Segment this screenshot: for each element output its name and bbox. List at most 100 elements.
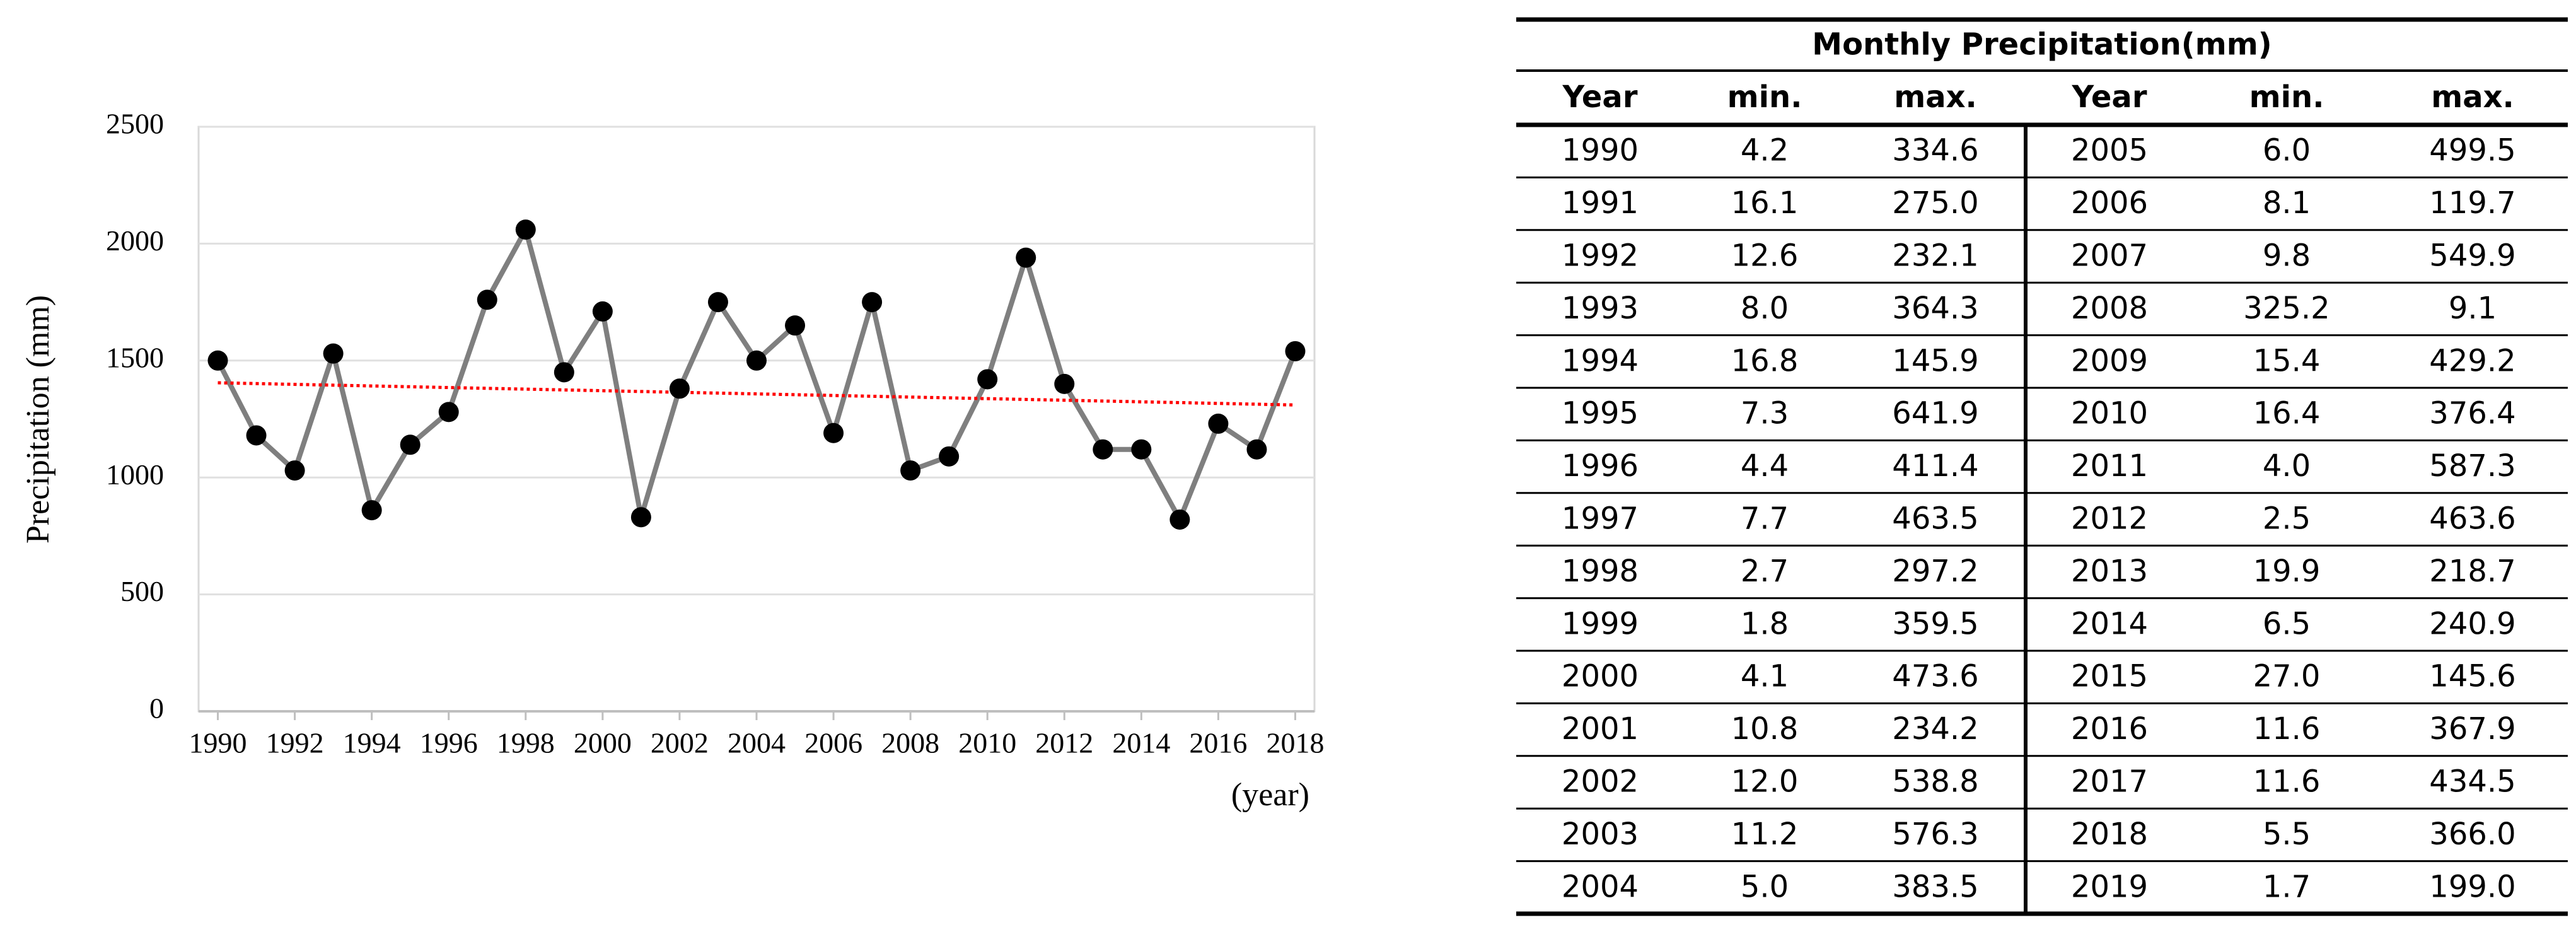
table-cell: 6.5 [2263, 606, 2311, 641]
table-cell: 499.5 [2429, 133, 2515, 168]
x-axis-label: (year) [1231, 777, 1309, 813]
data-point [323, 343, 344, 364]
table-cell: 232.1 [1892, 238, 1978, 274]
data-line [215, 223, 1298, 526]
table-cell: 4.4 [1741, 448, 1789, 484]
table-cell: 11.2 [1731, 817, 1799, 852]
table-cell: 1996 [1562, 448, 1639, 484]
x-tick-label: 1998 [497, 727, 555, 759]
table-cell: 1998 [1562, 554, 1639, 589]
table-cell: 2005 [2071, 133, 2148, 168]
data-point [707, 292, 728, 313]
table-cell: 5.5 [2263, 817, 2311, 852]
table-cell: 2010 [2071, 396, 2148, 431]
table-cell: 4.0 [2263, 448, 2311, 484]
y-tick-label: 2500 [106, 108, 164, 140]
table-cell: 2018 [2071, 817, 2148, 852]
y-tick-label: 1000 [106, 458, 164, 491]
y-axis-label: Precipitation (mm) [20, 295, 56, 544]
table-cell: 297.2 [1892, 554, 1978, 589]
table-cell: 1993 [1562, 291, 1639, 326]
table-cell: 2013 [2071, 554, 2148, 589]
table-cell: 11.6 [2253, 711, 2321, 747]
table-cell: 2008 [2071, 291, 2148, 326]
table-cell: 119.7 [2429, 185, 2515, 221]
table-cell: 6.0 [2263, 133, 2311, 168]
data-point [1208, 413, 1229, 434]
table-cell: 576.3 [1892, 817, 1978, 852]
data-point [1093, 439, 1113, 460]
x-tick-label: 2010 [958, 727, 1016, 759]
table-cell: 367.9 [2429, 711, 2515, 747]
table-cell: 145.6 [2429, 659, 2515, 694]
x-tick-label: 2018 [1266, 727, 1324, 759]
table-cell: 19.9 [2253, 554, 2321, 589]
data-point [554, 362, 574, 383]
table-cell: 1.8 [1741, 606, 1789, 641]
table-cell: 538.8 [1892, 764, 1978, 800]
data-point [900, 460, 921, 481]
table-cell: 27.0 [2253, 659, 2321, 694]
y-tick-label: 2000 [106, 224, 164, 257]
x-tick-label: 2000 [574, 727, 632, 759]
table-cell: 2004 [1562, 869, 1639, 904]
table-cell: 2015 [2071, 659, 2148, 694]
y-tick-label: 0 [149, 692, 164, 725]
table-cell: 2016 [2071, 711, 2148, 747]
table-cell: 1992 [1562, 238, 1639, 274]
data-point [746, 350, 767, 371]
data-point [400, 434, 421, 455]
table-cell: 411.4 [1892, 448, 1978, 484]
table-cell: 7.3 [1741, 396, 1789, 431]
data-point [477, 289, 497, 310]
table-cell: 587.3 [2429, 448, 2515, 484]
table-cell: 364.3 [1892, 291, 1978, 326]
table-cell: 1997 [1562, 501, 1639, 537]
table-header: Year [2072, 79, 2147, 115]
table-cell: 2003 [1562, 817, 1639, 852]
table-cell: 1995 [1562, 396, 1639, 431]
data-point [630, 507, 651, 528]
y-tick-label: 1500 [106, 341, 164, 373]
table-cell: 2.5 [2263, 501, 2311, 537]
table-title: Monthly Precipitation(mm) [1812, 27, 2271, 62]
table-cell: 463.5 [1892, 501, 1978, 537]
table-cell: 2002 [1562, 764, 1639, 800]
x-tick-label: 2012 [1035, 727, 1093, 759]
table-cell: 2011 [2071, 448, 2148, 484]
data-point [207, 350, 228, 371]
table-cell: 9.8 [2263, 238, 2311, 274]
table-cell: 473.6 [1892, 659, 1978, 694]
data-point [1246, 439, 1267, 460]
table-cell: 2000 [1562, 659, 1639, 694]
x-tick-label: 2006 [804, 727, 862, 759]
table-cell: 366.0 [2429, 817, 2515, 852]
table-cell: 2.7 [1741, 554, 1789, 589]
table-cell: 9.1 [2449, 291, 2497, 326]
table-cell: 12.0 [1731, 764, 1799, 800]
table-cell: 8.1 [2263, 185, 2311, 221]
table-cell: 2012 [2071, 501, 2148, 537]
table-cell: 376.4 [2429, 396, 2515, 431]
table-cell: 2009 [2071, 343, 2148, 378]
table-cell: 2019 [2071, 869, 2148, 904]
table-cell: 383.5 [1892, 869, 1978, 904]
table-cell: 199.0 [2429, 869, 2515, 904]
data-point [515, 219, 536, 240]
table-cell: 16.1 [1731, 185, 1799, 221]
table-cell: 15.4 [2253, 343, 2321, 378]
table-cell: 2017 [2071, 764, 2148, 800]
table-cell: 2014 [2071, 606, 2148, 641]
table-cell: 16.8 [1731, 343, 1799, 378]
table-cell: 1991 [1562, 185, 1639, 221]
table-header: max. [1894, 79, 1977, 115]
data-point [246, 425, 267, 446]
x-tick-label: 2008 [881, 727, 939, 759]
data-point [823, 422, 844, 443]
x-tick-label: 2002 [651, 727, 709, 759]
table-cell: 463.6 [2429, 501, 2515, 537]
table-cell: 5.0 [1741, 869, 1789, 904]
table-cell: 7.7 [1741, 501, 1789, 537]
table-cell: 2006 [2071, 185, 2148, 221]
x-tick-label: 2016 [1189, 727, 1247, 759]
